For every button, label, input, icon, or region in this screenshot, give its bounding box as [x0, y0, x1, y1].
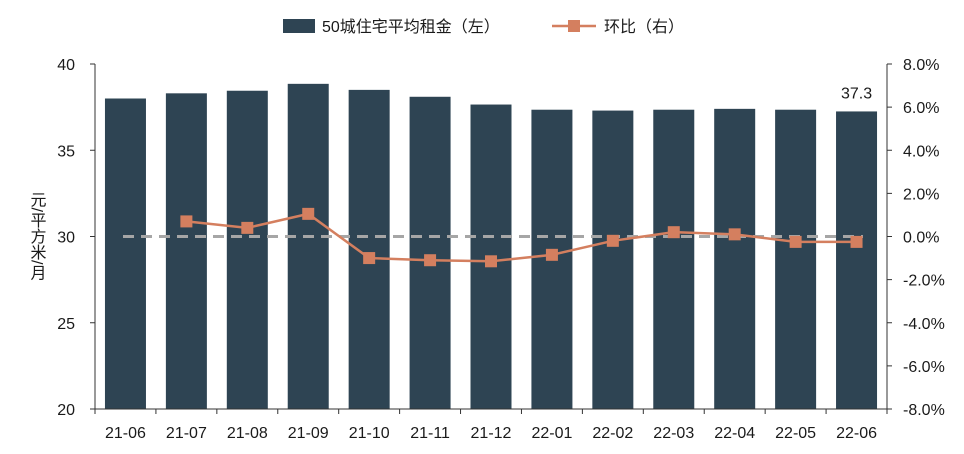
x-tick-label: 21-06 — [105, 425, 146, 442]
x-tick-label: 21-12 — [471, 425, 512, 442]
left-tick-label: 35 — [57, 143, 75, 160]
mom-marker-22-05 — [789, 235, 802, 248]
right-tick-label: -8.0% — [903, 402, 945, 419]
bar-22-04 — [714, 108, 756, 409]
mom-marker-21-11 — [424, 254, 437, 267]
right-tick-label: -2.0% — [903, 273, 945, 290]
legend-line-label: 环比（右） — [604, 18, 684, 36]
plot-area: 20 25 30 35 40 -8.0% -6.0% -4.0% -2.0% 0.0% 2.0% 4.… — [57, 57, 945, 442]
mom-marker-22-03 — [667, 226, 680, 239]
bar-21-06 — [104, 98, 146, 409]
x-tick-label: 22-04 — [714, 425, 755, 442]
legend: 50城住宅平均租金（左） 环比（右） — [283, 18, 684, 36]
bar-21-07 — [165, 93, 207, 409]
x-tick-label: 21-08 — [227, 425, 268, 442]
left-tick-label: 20 — [57, 402, 75, 419]
bar-21-08 — [226, 90, 268, 410]
bar-22-03 — [653, 109, 695, 410]
x-tick-label: 22-02 — [592, 425, 633, 442]
mom-marker-21-12 — [485, 255, 497, 268]
x-tick-label: 21-07 — [166, 425, 207, 442]
mom-marker-21-07 — [180, 215, 193, 228]
right-tick-label: -6.0% — [903, 359, 945, 376]
x-tick-label: 22-03 — [653, 425, 694, 442]
x-tick-label: 21-11 — [410, 425, 450, 442]
left-tick-label: 25 — [57, 316, 75, 333]
left-tick-label: 30 — [57, 230, 75, 247]
mom-line — [186, 212, 857, 263]
right-tick-label: 8.0% — [903, 57, 939, 74]
bar-22-02 — [592, 110, 634, 409]
bar-22-05 — [775, 109, 817, 410]
x-tick-label: 22-01 — [531, 425, 572, 442]
legend-bar-label: 50城住宅平均租金（左） — [322, 18, 500, 36]
right-tick-label: 6.0% — [903, 100, 939, 117]
bar-value-label: 37.3 — [841, 85, 872, 102]
mom-marker-21-08 — [241, 221, 254, 234]
bar-22-06 — [836, 111, 878, 409]
mom-marker-21-10 — [363, 252, 376, 265]
right-tick-label: 4.0% — [903, 143, 939, 160]
bar-21-10 — [348, 89, 390, 409]
right-tick-label: 0.0% — [903, 230, 939, 247]
legend-bar-swatch — [283, 19, 315, 33]
x-tick-label: 22-05 — [775, 425, 816, 442]
x-tick-label: 21-10 — [349, 425, 390, 442]
bar-21-09 — [287, 83, 329, 410]
right-tick-label: -4.0% — [903, 316, 945, 333]
x-tick-label: 22-06 — [836, 425, 877, 442]
right-tick-label: 2.0% — [903, 186, 939, 203]
mom-marker-22-04 — [728, 228, 741, 241]
mom-marker-22-01 — [545, 248, 558, 261]
mom-marker-22-02 — [606, 234, 619, 247]
left-axis-title: 元/平方米/月 — [28, 192, 47, 282]
left-tick-label: 40 — [57, 57, 75, 74]
mom-marker-21-09 — [302, 207, 315, 220]
legend-line-marker — [568, 20, 580, 32]
bar-21-11 — [409, 96, 451, 410]
mom-marker-22-06 — [850, 235, 863, 248]
x-tick-label: 21-09 — [288, 425, 329, 442]
